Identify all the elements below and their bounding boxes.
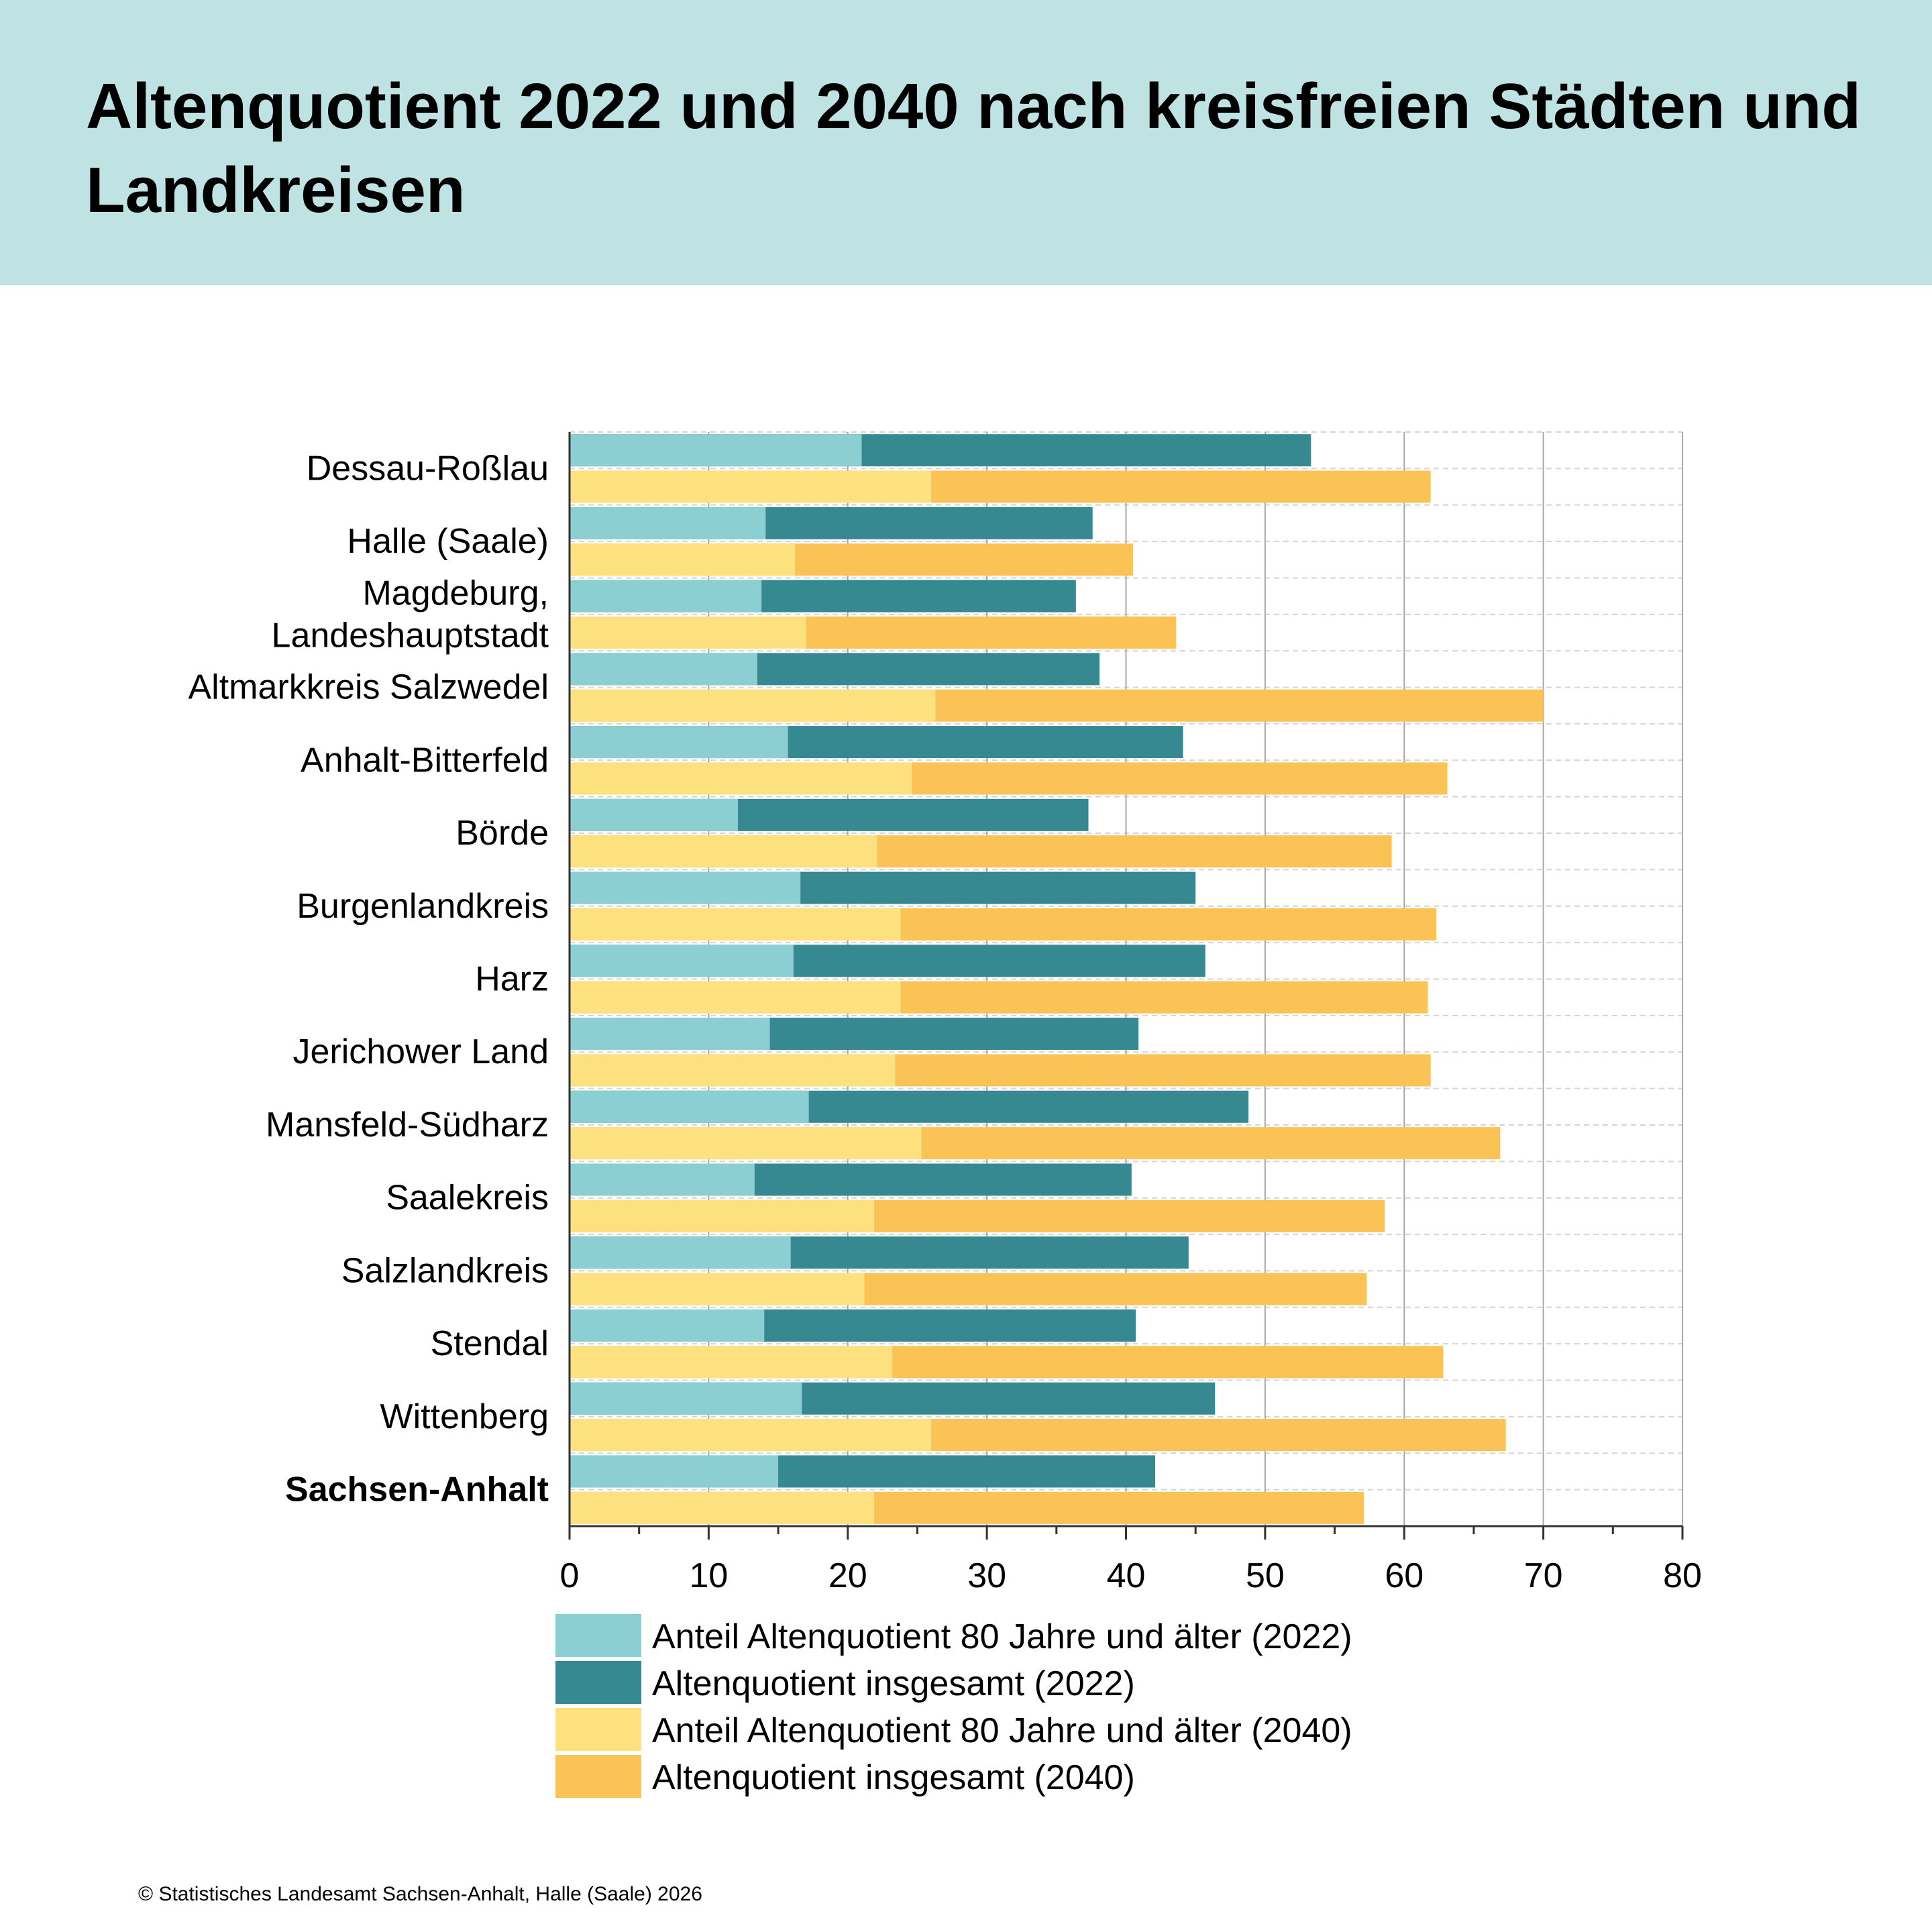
bar <box>570 798 738 831</box>
bar <box>570 1090 809 1123</box>
category-label: Dessau-Roßlau <box>307 449 549 488</box>
bar <box>570 981 901 1014</box>
bar <box>570 1419 932 1452</box>
category-label: Salzlandkreis <box>341 1251 549 1290</box>
category-labels: Dessau-Roßlau Halle (Saale) Magdeburg, Land… <box>189 449 549 1509</box>
legend-swatch <box>555 1755 641 1798</box>
bar <box>570 543 795 576</box>
bar <box>570 1236 791 1269</box>
bar <box>570 1199 875 1232</box>
category-label: Burgenlandkreis <box>297 887 549 926</box>
copyright-footer: © Statistisches Landesamt Sachsen-Anhalt… <box>138 1883 702 1905</box>
category-label: Halle (Saale) <box>347 522 549 561</box>
legend-swatch <box>555 1614 641 1657</box>
legend-label: Anteil Altenquotient 80 Jahre und älter … <box>652 1711 1352 1750</box>
legend-label: Anteil Altenquotient 80 Jahre und älter … <box>652 1617 1352 1656</box>
category-label: Wittenberg <box>380 1397 549 1436</box>
grid-lines <box>570 431 1683 1527</box>
legend-label: Altenquotient insgesamt (2040) <box>652 1758 1135 1797</box>
bar <box>570 945 794 977</box>
category-label: Harz <box>475 960 549 999</box>
bar <box>570 1491 875 1524</box>
legend: Anteil Altenquotient 80 Jahre und älter … <box>555 1614 1352 1798</box>
bar <box>570 653 757 686</box>
category-label: Börde <box>455 814 549 853</box>
x-tick-label: 30 <box>967 1556 1006 1595</box>
x-tick-label: 70 <box>1524 1556 1563 1595</box>
bar-group <box>570 434 1544 1524</box>
bar <box>570 506 766 539</box>
legend-label: Altenquotient insgesamt (2022) <box>652 1664 1135 1703</box>
legend-swatch <box>555 1708 641 1751</box>
bar <box>570 1018 770 1051</box>
bar <box>570 1382 802 1415</box>
page-title: Altenquotient 2022 und 2040 nach kreisfr… <box>86 70 1861 226</box>
bar <box>570 580 762 612</box>
category-label: Mansfeld-Südharz <box>266 1106 549 1144</box>
x-tick-label: 20 <box>828 1556 867 1595</box>
bar <box>570 1309 765 1342</box>
category-label: Sachsen-Anhalt <box>285 1470 549 1509</box>
bar <box>570 835 877 868</box>
bar <box>570 871 801 904</box>
x-tick-label: 40 <box>1107 1556 1146 1595</box>
bar <box>570 1163 755 1196</box>
bar <box>570 470 932 503</box>
bar <box>570 1346 893 1379</box>
x-tick-label: 60 <box>1385 1556 1424 1595</box>
bar <box>570 1127 922 1160</box>
bar <box>570 762 912 795</box>
axes <box>568 432 1684 1540</box>
legend-swatch <box>555 1661 641 1704</box>
bar <box>570 1273 865 1305</box>
x-tick-label: 50 <box>1246 1556 1285 1595</box>
category-label: Stendal <box>431 1324 549 1363</box>
category-label: Landeshauptstadt <box>272 616 549 655</box>
category-label: Anhalt-Bitterfeld <box>301 741 549 780</box>
category-label: Saalekreis <box>386 1179 549 1218</box>
x-tick-label: 80 <box>1663 1556 1702 1595</box>
category-label: Jerichower Land <box>292 1032 549 1071</box>
header-banner: Altenquotient 2022 und 2040 nach kreisfr… <box>0 0 1932 285</box>
x-tick-label: 0 <box>560 1556 580 1595</box>
bar <box>570 689 936 722</box>
category-label: Altmarkkreis Salzwedel <box>189 668 549 707</box>
x-tick-labels: 0 10 20 30 40 50 60 70 80 <box>560 1556 1702 1595</box>
bar <box>570 1054 896 1087</box>
bar <box>570 434 862 467</box>
bar <box>570 726 788 759</box>
bar <box>570 616 806 649</box>
category-label: Magdeburg, <box>362 574 549 612</box>
bar <box>570 1455 779 1488</box>
x-tick-label: 10 <box>689 1556 728 1595</box>
bar <box>570 908 901 941</box>
